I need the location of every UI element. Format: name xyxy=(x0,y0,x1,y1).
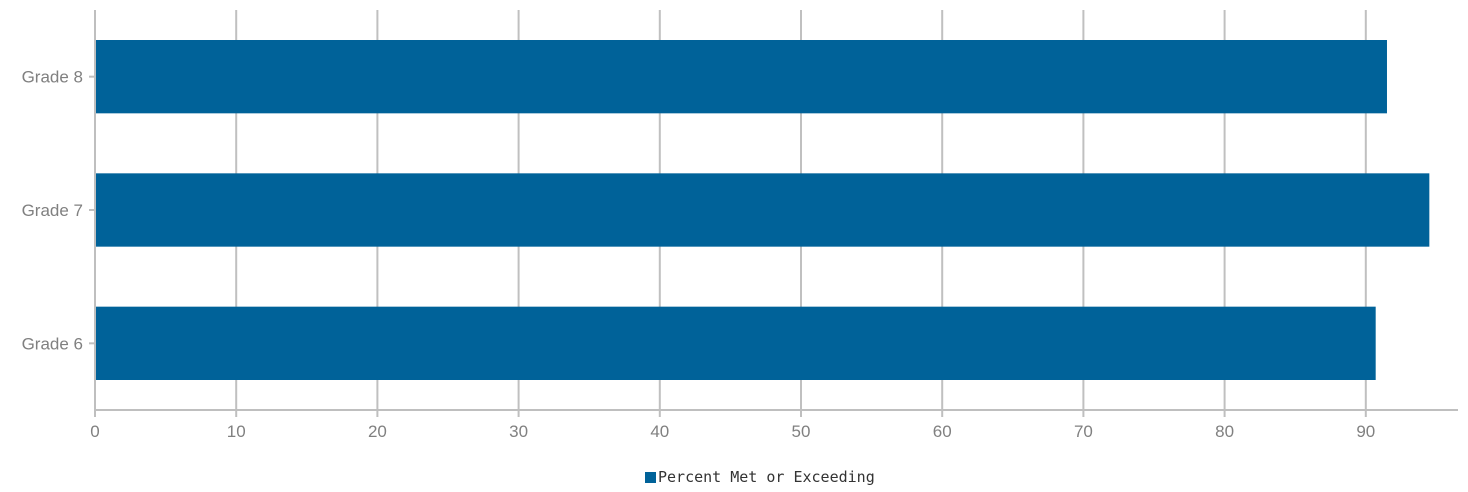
bars xyxy=(95,40,1430,380)
labels: 0 10 20 30 40 50 60 70 80 90 Grade 8 Grade 7 Grade 6 xyxy=(22,68,1376,441)
x-tick-label: 70 xyxy=(1074,422,1093,441)
legend: Percent Met or Exceeding xyxy=(645,468,875,486)
x-tick-label: 0 xyxy=(90,422,99,441)
x-tick-label: 30 xyxy=(509,422,528,441)
x-tick-label: 50 xyxy=(792,422,811,441)
bar-grade-8 xyxy=(95,40,1387,114)
y-category-label: Grade 6 xyxy=(22,334,83,353)
y-category-label: Grade 8 xyxy=(22,68,83,87)
bar-grade-6 xyxy=(95,306,1376,380)
x-tick-label: 60 xyxy=(933,422,952,441)
legend-label: Percent Met or Exceeding xyxy=(658,468,875,486)
x-tick-label: 10 xyxy=(227,422,246,441)
axes xyxy=(89,10,1458,417)
x-tick-label: 80 xyxy=(1215,422,1234,441)
bar-grade-7 xyxy=(95,173,1430,247)
x-tick-label: 20 xyxy=(368,422,387,441)
x-tick-label: 90 xyxy=(1356,422,1375,441)
legend-swatch xyxy=(645,472,656,483)
x-tick-label: 40 xyxy=(650,422,669,441)
y-category-label: Grade 7 xyxy=(22,201,83,220)
